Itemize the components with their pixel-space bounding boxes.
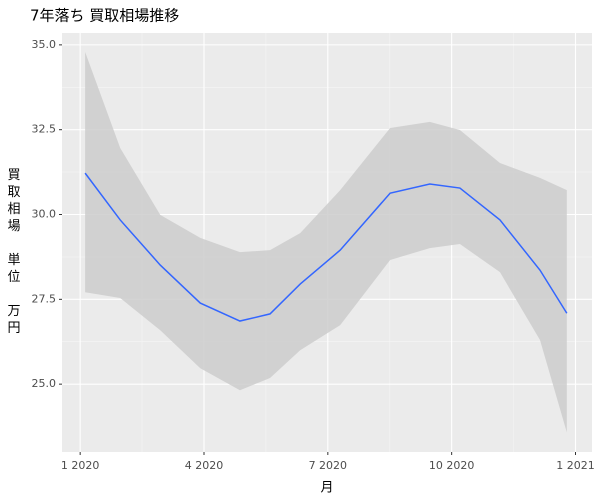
- y-tick-label: 32.5: [32, 123, 57, 136]
- y-tick-label: 25.0: [32, 377, 57, 390]
- chart-title: 7年落ち 買取相場推移: [30, 7, 179, 25]
- y-tick-label: 35.0: [32, 38, 57, 51]
- x-tick-label: 1 2020: [61, 459, 100, 472]
- y-tick-label: 30.0: [32, 208, 57, 221]
- y-tick-label: 27.5: [32, 292, 57, 305]
- x-tick-label: 10 2020: [429, 459, 475, 472]
- x-axis-label: 月: [320, 481, 333, 496]
- smooth-line: [84, 172, 568, 322]
- y-axis-label: 買取相場単位万円: [7, 168, 20, 336]
- x-tick-label: 1 2021: [556, 459, 595, 472]
- x-tick-label: 7 2020: [309, 459, 348, 472]
- x-tick-label: 4 2020: [185, 459, 224, 472]
- confidence-band: [85, 51, 567, 433]
